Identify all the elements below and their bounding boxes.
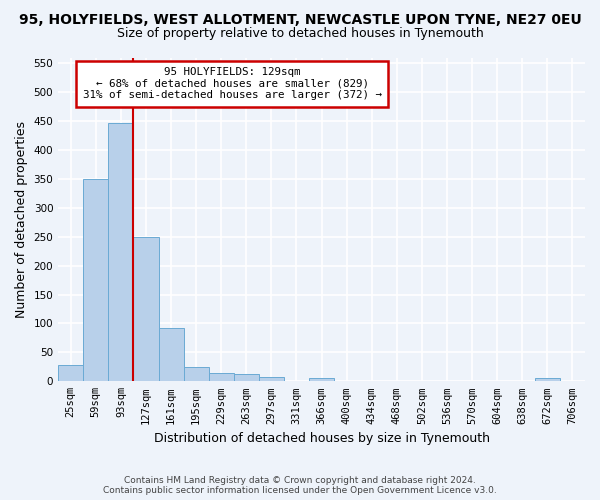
Bar (184, 367, 209, 382)
Text: Size of property relative to detached houses in Tynemouth: Size of property relative to detached ho… (116, 28, 484, 40)
Text: Contains HM Land Registry data © Crown copyright and database right 2024.
Contai: Contains HM Land Registry data © Crown c… (103, 476, 497, 495)
Bar (83, 179, 109, 382)
X-axis label: Distribution of detached houses by size in Tynemouth: Distribution of detached houses by size … (154, 432, 490, 445)
Y-axis label: Number of detached properties: Number of detached properties (15, 121, 28, 318)
Bar (209, 373, 234, 382)
Bar (234, 374, 259, 382)
Bar (158, 328, 184, 382)
Text: 95 HOLYFIELDS: 129sqm
← 68% of detached houses are smaller (829)
31% of semi-det: 95 HOLYFIELDS: 129sqm ← 68% of detached … (83, 67, 382, 100)
Text: 95, HOLYFIELDS, WEST ALLOTMENT, NEWCASTLE UPON TYNE, NE27 0EU: 95, HOLYFIELDS, WEST ALLOTMENT, NEWCASTL… (19, 12, 581, 26)
Bar (58, 365, 83, 382)
Bar (109, 123, 133, 382)
Bar (259, 378, 284, 382)
Bar (309, 378, 334, 382)
Bar (133, 236, 158, 382)
Bar (535, 378, 560, 382)
